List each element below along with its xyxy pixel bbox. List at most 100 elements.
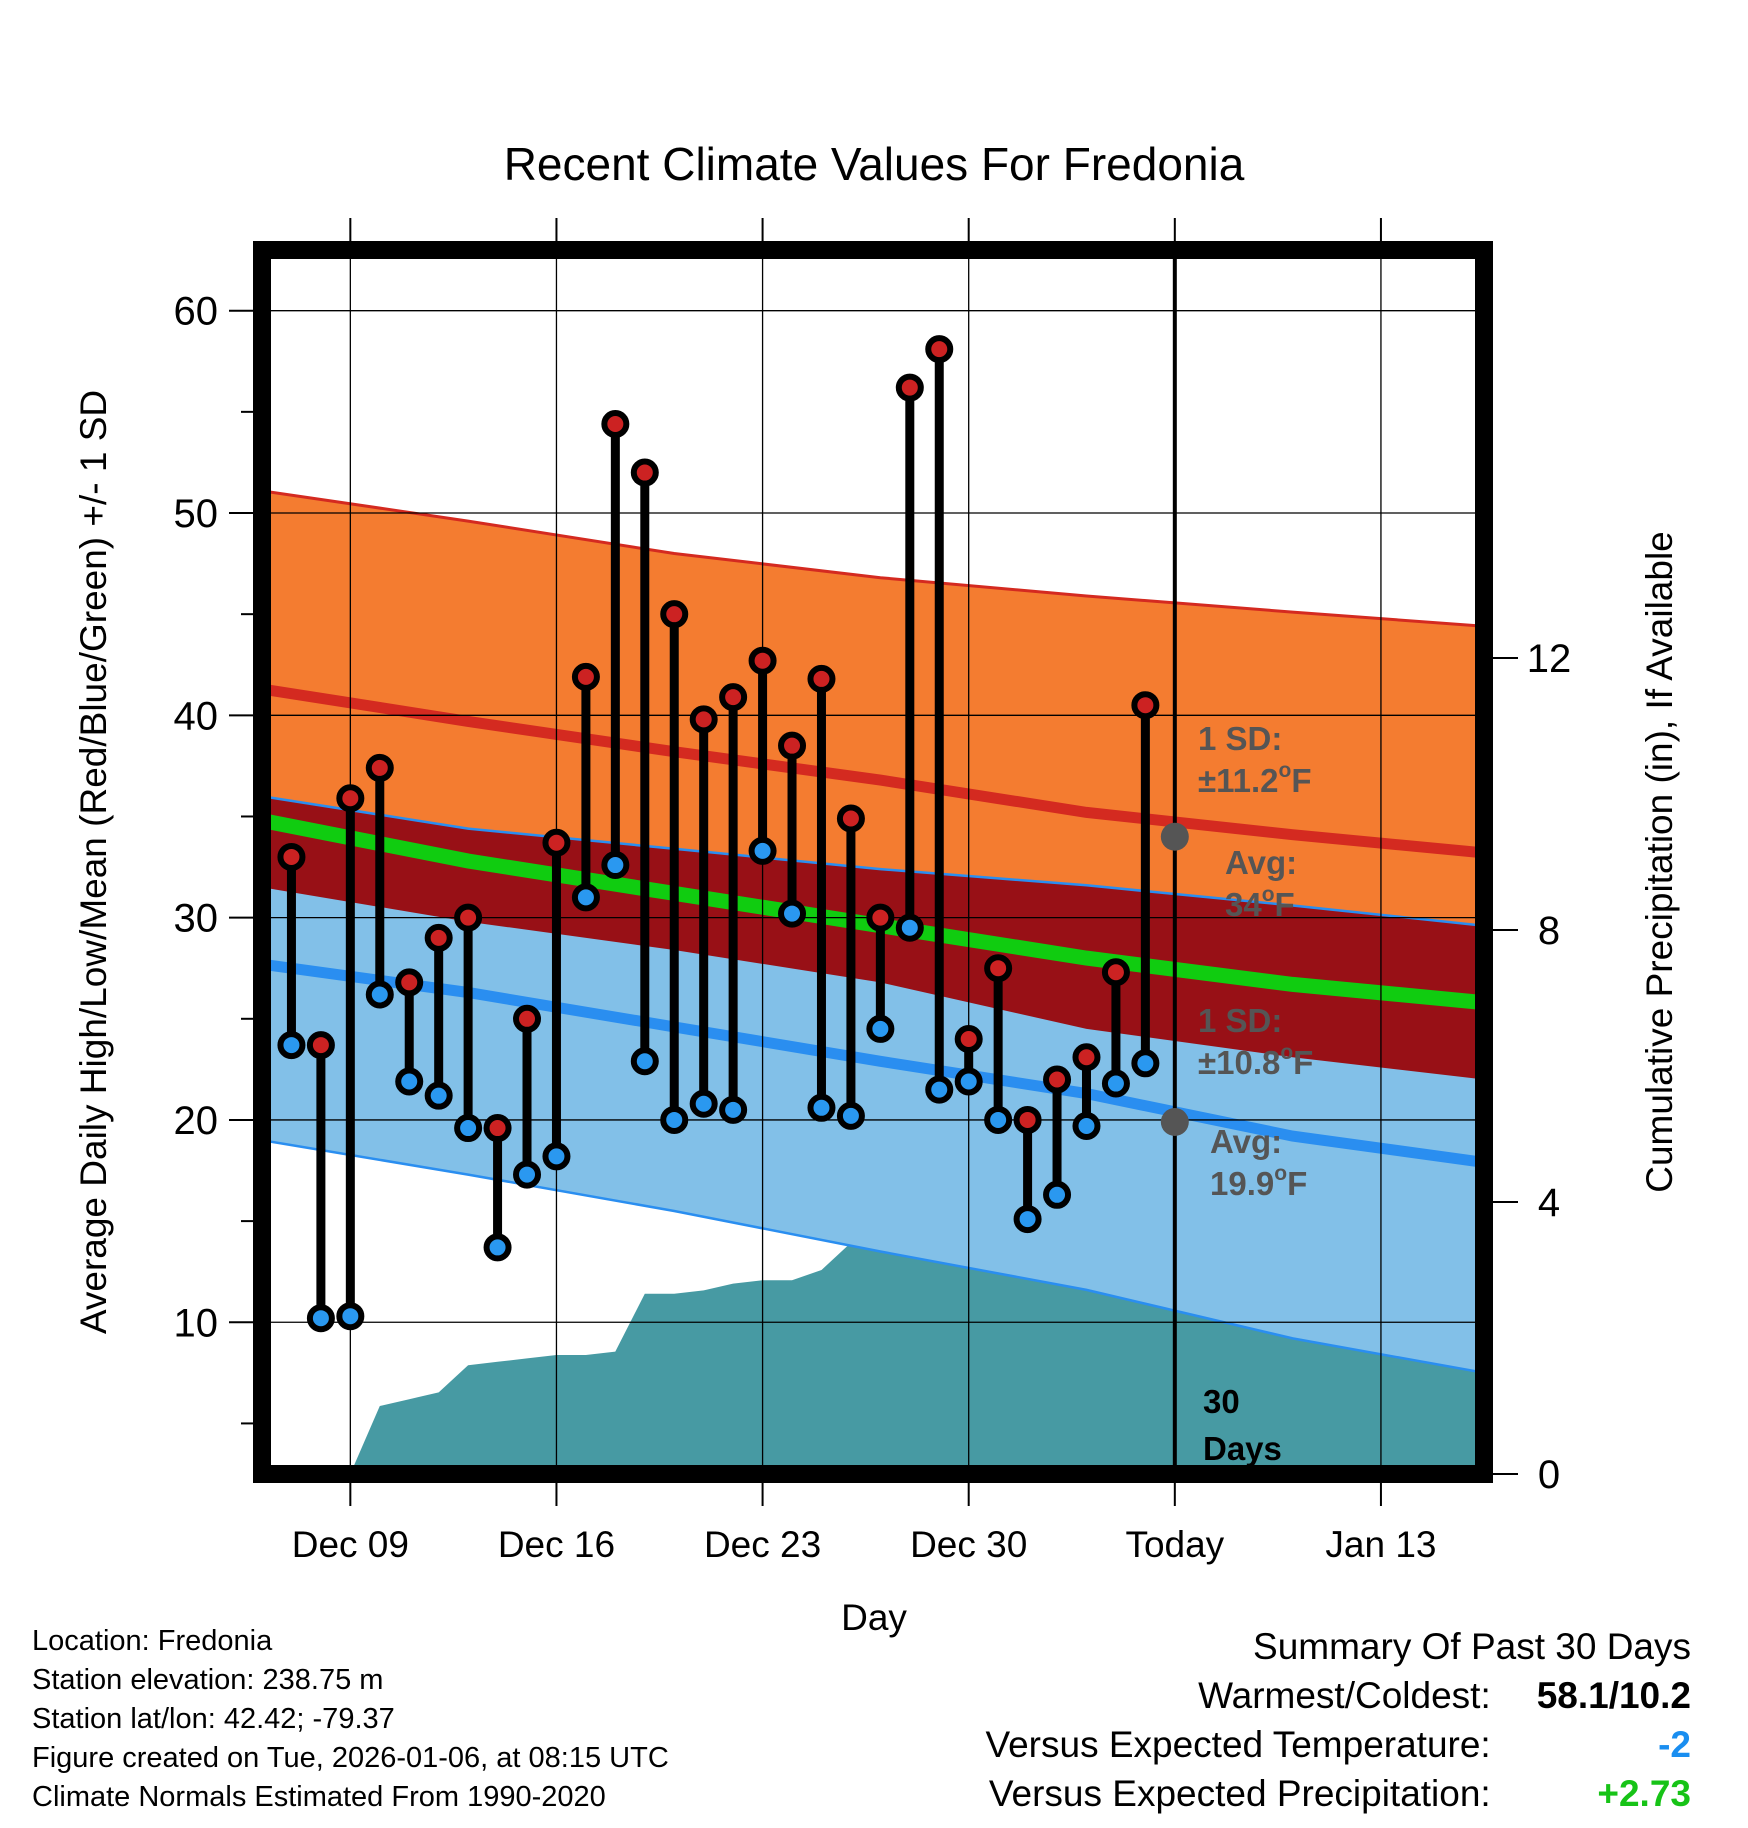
precip-value: +2.73 [1597,1773,1691,1814]
daily-low-marker [1101,1069,1130,1098]
created-text: Figure created on Tue, 2026-01-06, at 08… [32,1742,669,1774]
latlon-text: Station lat/lon: 42.42; -79.37 [32,1703,395,1735]
daily-low-marker [365,980,394,1009]
temp-value: -2 [1658,1724,1691,1765]
daily-high-marker [306,1031,335,1060]
temp-label: Versus Expected Temperature: [985,1724,1491,1765]
daily-low-marker [925,1075,954,1104]
chart-title: Recent Climate Values For Fredonia [504,138,1245,190]
x-axis-ticks: Dec 09 Dec 16 Dec 23 Dec 30 Today Jan 13 [292,218,1436,1565]
y-tick-label: 30 [174,897,219,941]
plot-area: 1 SD: ±11.2oF Avg: 34oF 1 SD: ±10.8oF Av… [262,250,1484,1474]
daily-high-marker [1072,1043,1101,1072]
daily-low-marker [306,1304,335,1333]
days-count: 30 [1203,1383,1240,1420]
daily-low-marker [719,1095,748,1124]
y-tick-label: 40 [174,694,219,738]
elevation-text: Station elevation: 238.75 m [32,1664,384,1696]
summary-panel: Summary Of Past 30 Days Warmest/Coldest:… [985,1622,1691,1818]
x-tick-label: Dec 30 [910,1524,1027,1565]
high-sd-value: ±11.2oF [1198,759,1312,799]
plot-frame [253,241,1493,1483]
normals-text: Climate Normals Estimated From 1990-2020 [32,1781,606,1813]
daily-high-marker [395,968,424,997]
daily-markers [277,335,1160,1333]
days-label: Days [1203,1430,1282,1467]
daily-high-marker [365,753,394,782]
annotations: 1 SD: ±11.2oF Avg: 34oF 1 SD: ±10.8oF Av… [1198,720,1313,1467]
summary-precip: Versus Expected Precipitation: +2.73 [985,1769,1691,1818]
daily-high-marker [571,662,600,691]
daily-high-marker [424,923,453,952]
daily-high-marker [925,335,954,364]
x-tick-label: Today [1125,1524,1224,1565]
daily-low-marker [1013,1205,1042,1234]
x-tick-label: Dec 09 [292,1524,409,1565]
daily-low-marker [395,1067,424,1096]
daily-low-marker [277,1031,306,1060]
summary-temp: Versus Expected Temperature: -2 [985,1720,1691,1769]
low-avg-marker [1160,1107,1189,1136]
daily-high-marker [1131,691,1160,720]
daily-high-marker [984,954,1013,983]
y2-axis-label: Cumulative Precipitation (in), If Availa… [1639,531,1680,1193]
daily-high-marker [1043,1065,1072,1094]
high-sd-label: 1 SD: [1198,720,1282,757]
high-avg-value: 34oF [1225,883,1295,923]
daily-high-marker [719,683,748,712]
daily-high-marker [513,1004,542,1033]
location-text: Location: Fredonia [32,1625,273,1657]
y-axis-ticks: 10 20 30 40 50 60 [174,290,253,1425]
high-sd-upper-edge [262,489,1484,628]
daily-high-marker [454,903,483,932]
daily-high-marker [601,409,630,438]
warmest-coldest-label: Warmest/Coldest: [1198,1675,1491,1716]
y2-tick-label: 0 [1538,1453,1560,1497]
daily-low-marker [984,1105,1013,1134]
daily-high-marker [748,646,777,675]
summary-title: Summary Of Past 30 Days [1253,1626,1691,1667]
daily-high-marker [630,458,659,487]
daily-low-marker [1131,1049,1160,1078]
daily-high-marker [954,1025,983,1054]
daily-high-marker [895,373,924,402]
daily-high-marker [807,664,836,693]
y2-tick-label: 4 [1538,1181,1560,1225]
daily-low-marker [424,1081,453,1110]
x-axis-label: Day [841,1597,907,1638]
daily-low-marker [836,1101,865,1130]
y-axis-label: Average Daily High/Low/Mean (Red/Blue/Gr… [73,390,114,1334]
daily-range-bars [286,349,1150,1319]
x-tick-label: Dec 16 [498,1524,615,1565]
y2-tick-label: 8 [1538,909,1560,953]
daily-low-marker [571,883,600,912]
daily-high-marker [778,731,807,760]
y-tick-label: 50 [174,492,219,536]
warmest-coldest-value: 58.1/10.2 [1536,1675,1691,1716]
y-tick-label: 60 [174,290,219,334]
daily-low-marker [454,1114,483,1143]
low-sd-lower-edge [262,1138,1484,1375]
daily-high-marker [866,903,895,932]
daily-low-marker [630,1047,659,1076]
daily-low-marker [954,1067,983,1096]
daily-high-marker [483,1114,512,1143]
daily-high-marker [689,705,718,734]
daily-high-marker [336,784,365,813]
daily-high-marker [542,828,571,857]
daily-low-marker [1072,1112,1101,1141]
x-tick-label: Jan 13 [1325,1524,1436,1565]
daily-low-marker [866,1014,895,1043]
normal-high-line [262,683,1484,859]
daily-low-marker [336,1302,365,1331]
daily-low-marker [660,1105,689,1134]
y2-axis-ticks: 0 4 8 12 [1493,637,1571,1497]
daily-high-marker [836,804,865,833]
daily-high-marker [1013,1105,1042,1134]
sd-overlap-band [262,796,1484,1080]
low-avg-label: Avg: [1210,1123,1282,1160]
daily-high-marker [660,600,689,629]
low-sd-value: ±10.8oF [1198,1041,1313,1081]
daily-low-marker [807,1093,836,1122]
